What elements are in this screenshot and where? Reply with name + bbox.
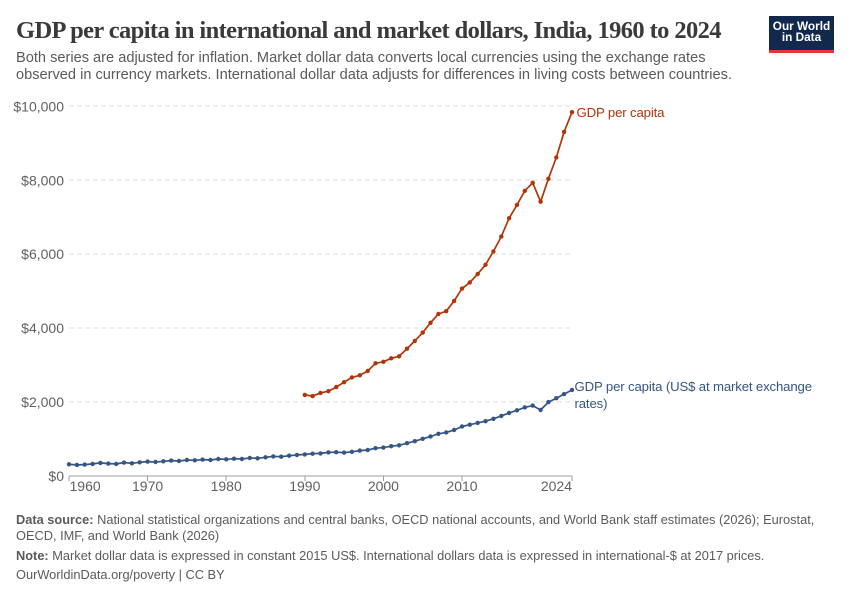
svg-text:$8,000: $8,000 [21, 172, 64, 188]
svg-text:$6,000: $6,000 [21, 246, 64, 262]
svg-text:$4,000: $4,000 [21, 320, 64, 336]
svg-text:2010: 2010 [446, 478, 477, 494]
svg-text:1960: 1960 [70, 478, 101, 494]
svg-text:GDP per capita: GDP per capita [577, 105, 666, 120]
svg-text:rates): rates) [575, 396, 608, 411]
svg-text:$2,000: $2,000 [21, 394, 64, 410]
svg-text:2024: 2024 [541, 478, 572, 494]
svg-text:1990: 1990 [289, 478, 320, 494]
svg-text:$0: $0 [48, 468, 64, 484]
svg-text:GDP per capita (US$ at market: GDP per capita (US$ at market exchange [575, 379, 812, 394]
svg-text:$10,000: $10,000 [13, 98, 64, 114]
svg-text:1980: 1980 [211, 478, 242, 494]
svg-text:1970: 1970 [132, 478, 163, 494]
svg-text:2000: 2000 [368, 478, 399, 494]
